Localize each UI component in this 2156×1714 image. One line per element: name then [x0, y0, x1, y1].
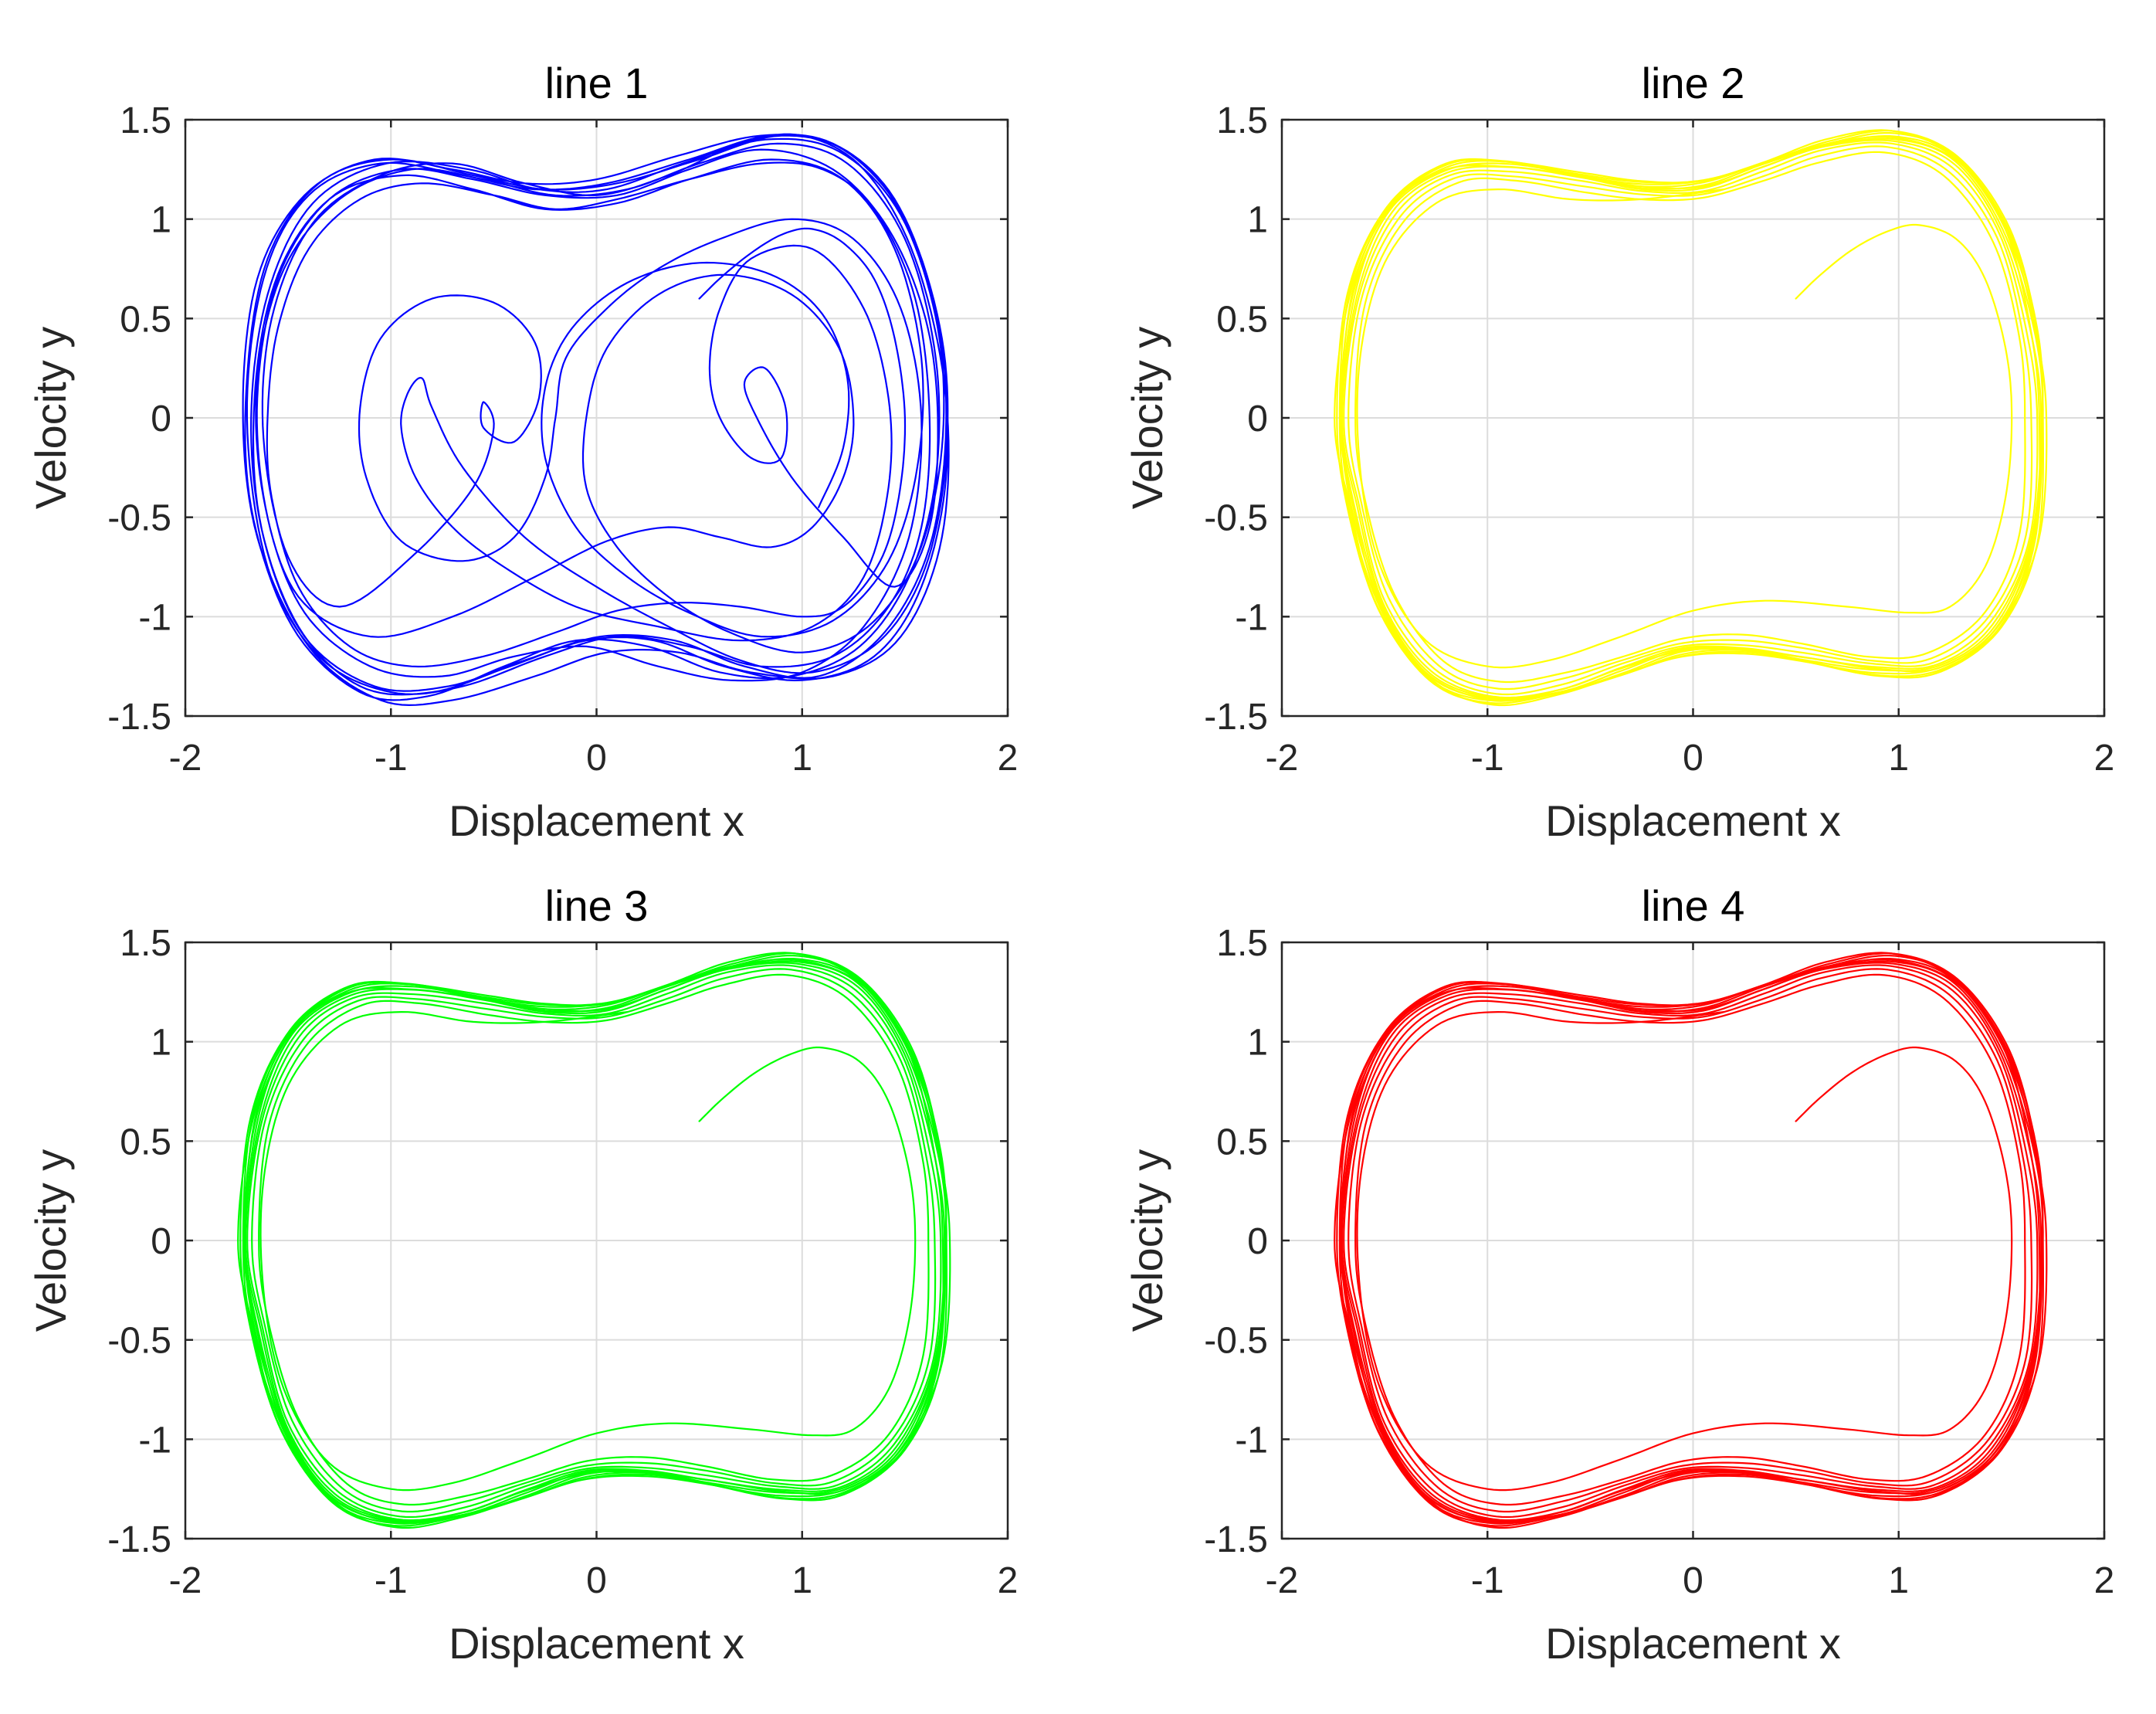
series-cycle	[1348, 145, 2033, 691]
x-tick-label: -2	[169, 738, 202, 779]
y-tick-label: -1.5	[1204, 697, 1268, 738]
series-cycle	[239, 952, 947, 1527]
y-tick-label: -1.5	[107, 1519, 171, 1560]
y-tick-label: -0.5	[107, 1321, 171, 1362]
series-cycle	[1339, 952, 2041, 1529]
x-tick-label: 1	[792, 738, 812, 779]
y-tick-label: -1.5	[1204, 1519, 1268, 1560]
x-tick-label: 1	[1888, 1560, 1909, 1601]
subplot-1: -2 -1 0 1 2 -1.5 -1 -0.5 0 0.5 1 1.5 line 1 Displacem…	[26, 59, 1018, 845]
x-tick-label: 2	[998, 1560, 1019, 1601]
series-cycle	[1343, 141, 2039, 696]
series-cycle	[1336, 130, 2044, 704]
x-tick-label: 0	[1683, 1560, 1703, 1601]
x-tick-label: -1	[1471, 1560, 1504, 1601]
x-tick-label: 1	[792, 1560, 812, 1601]
x-tick-label: 2	[2094, 1560, 2115, 1601]
x-tick-label: 0	[1683, 738, 1703, 779]
series-cycle	[1343, 964, 2039, 1519]
series-cycle	[251, 968, 937, 1513]
x-axis-label: Displacement x	[1545, 796, 1841, 845]
x-tick-label: 0	[586, 738, 607, 779]
chart-title: line 1	[545, 59, 649, 107]
chart-title: line 3	[545, 881, 649, 930]
series-transient	[1356, 1011, 2013, 1492]
y-tick-label: 0.5	[1216, 1122, 1268, 1162]
y-tick-label: 0	[151, 1221, 171, 1262]
traces	[242, 133, 950, 706]
y-tick-label: 1	[1247, 200, 1268, 241]
y-tick-label: 1.5	[1216, 923, 1268, 964]
y-tick-label: 0	[1247, 1221, 1268, 1262]
x-tick-label: -2	[1266, 738, 1299, 779]
series-cycle	[1354, 973, 2026, 1506]
x-tick-label: 2	[2094, 738, 2115, 779]
y-tick-label: 1.5	[1216, 100, 1268, 141]
y-tick-label: 0.5	[120, 1122, 171, 1162]
x-tick-label: -1	[1471, 738, 1504, 779]
y-axis-label: Velocity y	[1123, 327, 1171, 510]
subplot-4: -2 -1 0 1 2 -1.5 -1 -0.5 0 0.5 1 1.5 line 4 Displacem…	[1123, 881, 2114, 1668]
x-tick-label: -1	[375, 1560, 408, 1601]
x-tick-label: 1	[1888, 738, 1909, 779]
subplot-2: -2 -1 0 1 2 -1.5 -1 -0.5 0 0.5 1 1.5 line 2 Displacem…	[1123, 59, 2114, 845]
y-tick-label: 1	[151, 1023, 171, 1064]
x-axis-label: Displacement x	[1545, 1619, 1841, 1668]
y-axis-label: Velocity y	[1123, 1149, 1171, 1332]
series-cycle	[1339, 129, 2041, 707]
y-axis-label: Velocity y	[26, 1149, 75, 1332]
y-tick-label: -0.5	[107, 498, 171, 539]
series-cycle	[237, 959, 951, 1524]
series-cycle	[258, 973, 930, 1506]
y-tick-label: -1	[138, 597, 171, 638]
series-cycle	[242, 952, 944, 1529]
traces	[237, 952, 951, 1529]
y-tick-label: -1	[138, 1420, 171, 1461]
y-tick-label: 1	[1247, 1023, 1268, 1064]
x-tick-label: 0	[586, 1560, 607, 1601]
series-cycle	[246, 964, 942, 1519]
y-tick-label: 1.5	[120, 923, 171, 964]
x-tick-label: -2	[169, 1560, 202, 1601]
x-tick-label: -2	[1266, 1560, 1299, 1601]
series-line	[242, 133, 950, 706]
y-axis-label: Velocity y	[26, 327, 75, 510]
series-transient	[1356, 188, 2013, 669]
series-cycle	[1336, 952, 2044, 1527]
y-tick-label: -1	[1235, 597, 1268, 638]
x-tick-label: 2	[998, 738, 1019, 779]
y-tick-label: 0	[1247, 399, 1268, 440]
y-tick-label: -0.5	[1204, 1321, 1268, 1362]
traces	[1334, 129, 2048, 707]
y-tick-label: 1	[151, 200, 171, 241]
series-transient	[259, 1011, 917, 1492]
y-tick-label: 0.5	[1216, 299, 1268, 340]
x-tick-label: -1	[375, 738, 408, 779]
y-tick-label: 0.5	[120, 299, 171, 340]
y-tick-label: -0.5	[1204, 498, 1268, 539]
y-tick-label: -1.5	[107, 697, 171, 738]
traces	[1334, 952, 2048, 1529]
series-cycle	[1348, 968, 2033, 1513]
chart-title: line 2	[1642, 59, 1745, 107]
y-tick-label: 0	[151, 399, 171, 440]
subplot-3: -2 -1 0 1 2 -1.5 -1 -0.5 0 0.5 1 1.5 line 3 Displacem…	[26, 881, 1018, 1668]
x-axis-label: Displacement x	[449, 1619, 744, 1668]
series-cycle	[1334, 136, 2048, 701]
series-cycle	[1334, 959, 2048, 1524]
series-cycle	[1354, 151, 2026, 684]
y-tick-label: 1.5	[120, 100, 171, 141]
y-tick-label: -1	[1235, 1420, 1268, 1461]
chart-title: line 4	[1642, 881, 1745, 930]
x-axis-label: Displacement x	[449, 796, 744, 845]
